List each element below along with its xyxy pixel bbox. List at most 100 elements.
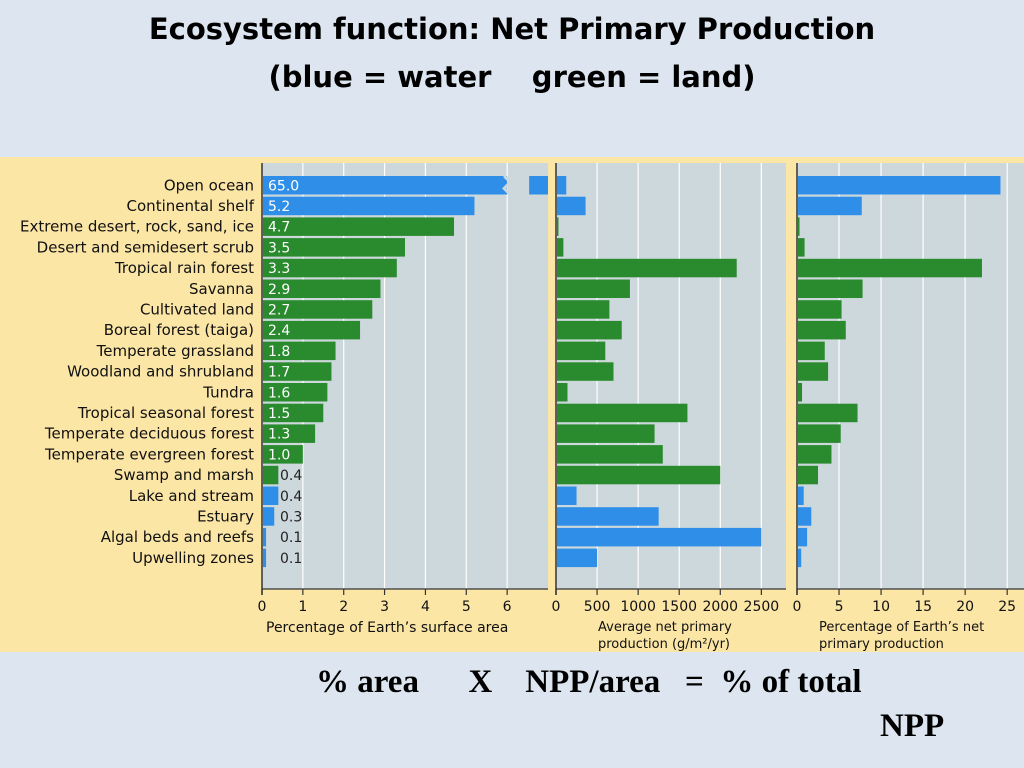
bar-npp_per_area-10: [557, 383, 568, 402]
bar-npp_per_area-14: [557, 465, 721, 485]
bar-pct_total_npp-3: [798, 238, 805, 257]
bar-area-2: [263, 217, 455, 236]
axis-title-npp_per_area-line0: Average net primary: [598, 620, 732, 635]
bar-pct_total_npp-4: [798, 258, 982, 278]
bar-npp_per_area-1: [557, 196, 586, 216]
bar-npp_per_area-12: [557, 424, 655, 443]
category-label-13: Temperate evergreen forest: [44, 445, 254, 463]
bar-area-1: [263, 196, 475, 216]
bar-area-8: [263, 341, 336, 361]
bar-npp_per_area-6: [557, 300, 610, 319]
bar-area-0: [263, 176, 508, 195]
bar-area-16: [263, 507, 275, 526]
axis-title-npp_per_area-line1: production (g/m²/yr): [598, 637, 730, 652]
category-label-9: Woodland and shrubland: [67, 363, 254, 381]
data-label-area-7: 2.4: [268, 323, 290, 339]
npp-chart: Open ocean Continental shelf Extreme deser…: [20, 163, 1024, 652]
axis-title-pct_total_npp-line0: Percentage of Earth’s net: [819, 620, 984, 635]
data-label-area-2: 4.7: [268, 220, 290, 236]
bar-area-14: [263, 465, 279, 485]
bar-pct_total_npp-10: [798, 383, 803, 402]
bar-pct_total_npp-0: [798, 176, 1001, 195]
tick-label-pct_total_npp-5: 25: [998, 599, 1016, 615]
bar-pct_total_npp-6: [798, 300, 842, 319]
bar-area-10: [263, 383, 328, 402]
tick-label-pct_total_npp-4: 20: [956, 599, 974, 615]
equation-caption-continued: NPP: [880, 708, 945, 744]
tick-label-npp_per_area-3: 1500: [661, 599, 697, 615]
bar-npp_per_area-15: [557, 486, 577, 505]
bar-area-12: [263, 424, 316, 443]
bar-area-15: [263, 486, 279, 505]
data-label-area-12: 1.3: [268, 427, 290, 443]
category-label-5: Savanna: [189, 280, 254, 298]
category-label-7: Boreal forest (taiga): [104, 321, 254, 339]
tick-label-area-0: 0: [258, 599, 267, 615]
axis-title-pct_total_npp-line1: primary production: [819, 637, 944, 652]
bar-pct_total_npp-17: [798, 527, 808, 547]
bar-npp_per_area-17: [557, 527, 762, 547]
bar-break-stub-area-0: [529, 176, 548, 195]
bar-area-4: [263, 258, 397, 278]
bar-pct_total_npp-7: [798, 320, 846, 340]
bar-pct_total_npp-1: [798, 196, 862, 216]
category-label-10: Tundra: [202, 383, 254, 401]
plot-area-pct_total_npp: [797, 163, 1024, 589]
bar-pct_total_npp-8: [798, 341, 825, 361]
tick-label-npp_per_area-4: 2000: [702, 599, 738, 615]
data-label-area-10: 1.6: [268, 385, 290, 401]
bar-npp_per_area-2: [557, 217, 559, 236]
category-label-15: Lake and stream: [129, 487, 254, 505]
bar-area-7: [263, 320, 361, 340]
bar-pct_total_npp-15: [798, 486, 804, 505]
bar-npp_per_area-7: [557, 320, 622, 340]
bar-area-13: [263, 445, 303, 464]
bar-npp_per_area-11: [557, 403, 688, 423]
category-label-2: Extreme desert, rock, sand, ice: [20, 218, 254, 236]
tick-label-npp_per_area-1: 500: [584, 599, 611, 615]
tick-label-npp_per_area-2: 1000: [620, 599, 656, 615]
category-label-0: Open ocean: [164, 176, 254, 194]
bar-break-mark-area-0: [502, 174, 513, 196]
category-label-12: Temperate deciduous forest: [44, 425, 254, 443]
tick-label-pct_total_npp-1: 5: [835, 599, 844, 615]
slide-title-line2: (blue = water green = land): [268, 60, 756, 94]
bar-npp_per_area-13: [557, 445, 663, 464]
category-label-4: Tropical rain forest: [114, 259, 254, 277]
bar-area-18: [263, 548, 267, 568]
bar-pct_total_npp-11: [798, 403, 858, 423]
bar-area-6: [263, 300, 373, 319]
data-label-area-13: 1.0: [268, 447, 290, 463]
equation-caption: % area X NPP/area = % of total: [316, 664, 862, 700]
slide-title-line1: Ecosystem function: Net Primary Producti…: [148, 12, 876, 46]
tick-label-area-6: 6: [503, 599, 512, 615]
data-label-area-17: 0.1: [280, 530, 302, 546]
tick-label-area-1: 1: [298, 599, 307, 615]
tick-label-npp_per_area-0: 0: [552, 599, 561, 615]
data-label-area-16: 0.3: [280, 509, 302, 525]
tick-label-pct_total_npp-3: 15: [914, 599, 932, 615]
bar-area-17: [263, 527, 267, 547]
bar-npp_per_area-8: [557, 341, 606, 361]
bar-pct_total_npp-16: [798, 507, 812, 526]
tick-label-area-5: 5: [462, 599, 471, 615]
bar-pct_total_npp-14: [798, 465, 819, 485]
category-label-11: Tropical seasonal forest: [77, 404, 254, 422]
category-label-16: Estuary: [197, 507, 254, 525]
data-label-area-14: 0.4: [280, 468, 302, 484]
category-label-14: Swamp and marsh: [114, 466, 254, 484]
bar-pct_total_npp-2: [798, 217, 800, 236]
bar-npp_per_area-9: [557, 362, 614, 381]
data-label-area-18: 0.1: [280, 551, 302, 567]
data-label-area-4: 3.3: [268, 261, 290, 277]
axis-title-area: Percentage of Earth’s surface area: [266, 620, 508, 636]
category-label-1: Continental shelf: [127, 197, 255, 215]
bar-area-9: [263, 362, 332, 381]
data-label-area-11: 1.5: [268, 406, 290, 422]
data-label-area-15: 0.4: [280, 489, 302, 505]
bar-npp_per_area-16: [557, 507, 659, 526]
data-label-area-3: 3.5: [268, 240, 290, 256]
tick-label-pct_total_npp-0: 0: [793, 599, 802, 615]
category-label-8: Temperate grassland: [96, 342, 254, 360]
bar-npp_per_area-0: [557, 176, 567, 195]
